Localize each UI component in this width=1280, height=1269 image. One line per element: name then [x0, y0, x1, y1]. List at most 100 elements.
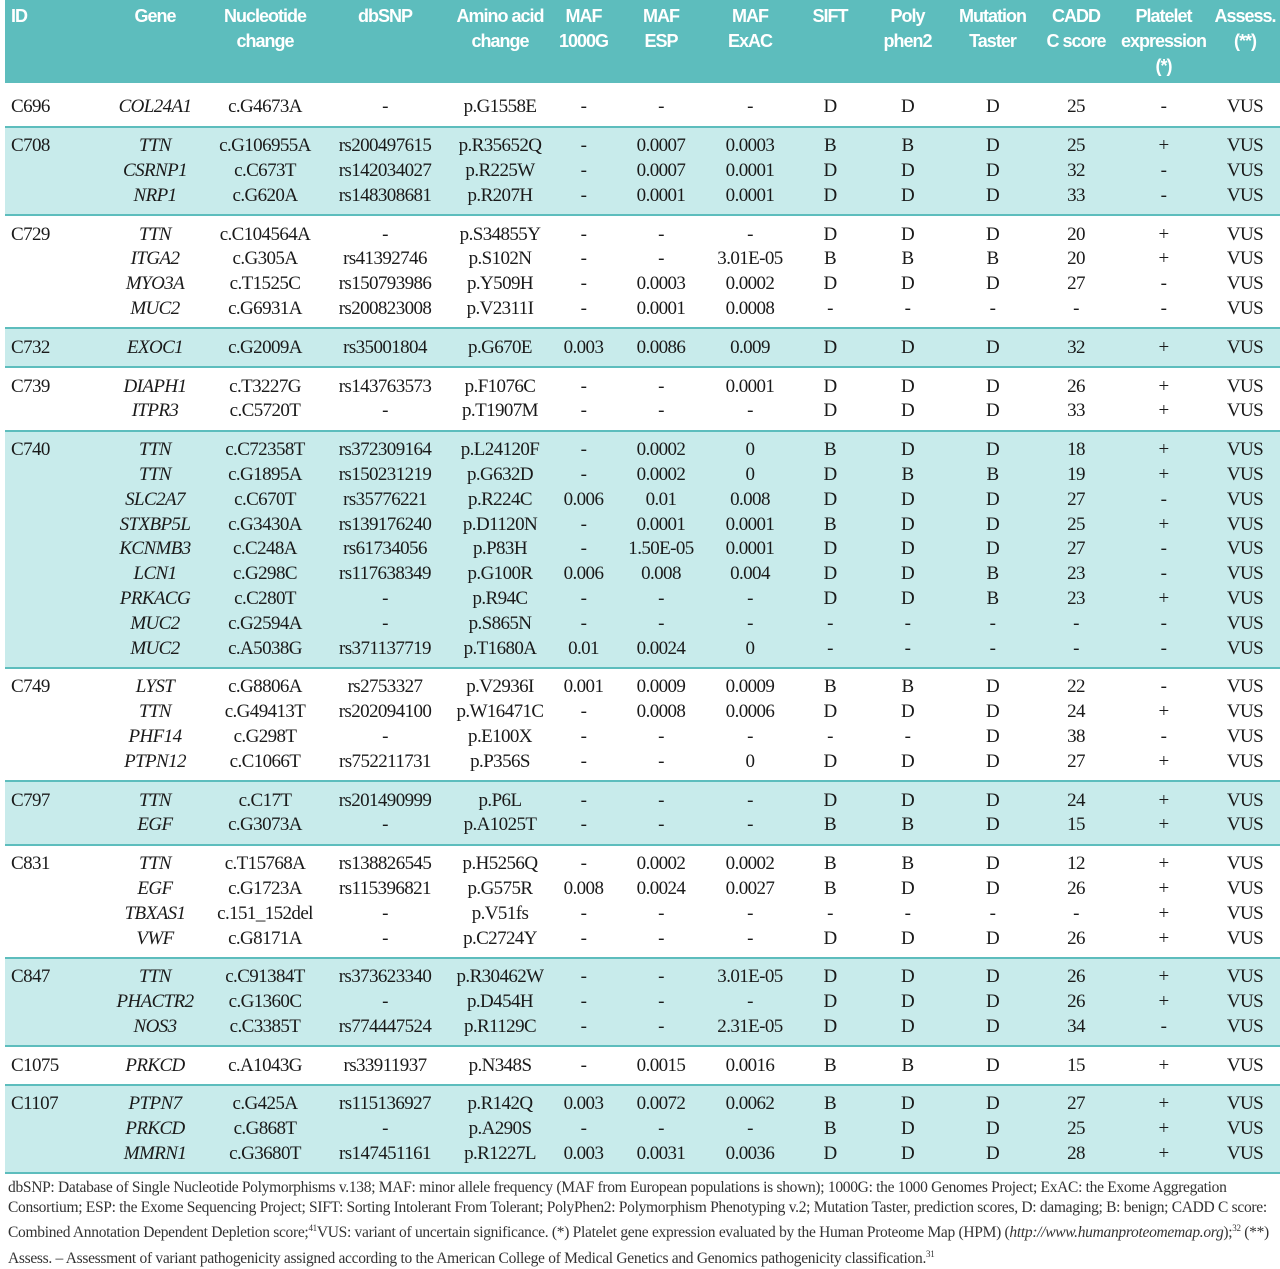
cell-nucleotide-change: c.C91384T: [210, 957, 320, 990]
cell-nucleotide-change: c.G1895A: [210, 462, 320, 488]
cell-maf-esp: -: [658, 927, 664, 949]
cell-dbsnp: -: [382, 725, 388, 747]
cell-dbsnp: rs115136927: [320, 1085, 450, 1117]
cell-platelet-expression: -: [1160, 273, 1167, 295]
table-row: MYO3A c.T1525C rs150793986 p.Y509H - 0.0003 0.…: [5, 272, 1280, 297]
cell-gene: TTN: [100, 126, 210, 159]
cell-mutation-taster: B: [950, 462, 1035, 488]
cell-nucleotide-change: c.G2594A: [210, 611, 320, 637]
cell-cadd-score: 32: [1035, 158, 1117, 184]
table-row: PHACTR2 c.G1360C - p.D454H - - - D D D 26 + VUS: [5, 989, 1280, 1015]
cell-polyphen2: -: [865, 611, 950, 637]
cell-id: [5, 812, 100, 845]
cell-amino-acid-change: p.R35652Q: [450, 126, 550, 159]
cell-sift: D: [823, 96, 837, 118]
cell-gene: TTN: [138, 853, 172, 875]
cell-dbsnp: rs752211731: [339, 750, 432, 772]
cell-nucleotide-change: c.T3227G: [229, 375, 301, 397]
cell-assessment: VUS: [1226, 1054, 1264, 1076]
cell-cadd-score: 38: [1067, 725, 1085, 747]
cell-cadd-score: -: [1035, 636, 1117, 668]
table-row: PRKACG c.C280T - p.R94C - - - D D B 23 + VUS: [5, 586, 1280, 612]
cell-gene: PRKCD: [125, 1054, 185, 1076]
cell-platelet-expression: +: [1158, 248, 1169, 270]
cell-maf-exac: -: [705, 611, 795, 637]
table-row: C847 TTN c.C91384T rs373623340 p.R30462W - -3.…: [5, 957, 1280, 990]
cell-amino-acid-change: p.H5256Q: [462, 853, 539, 875]
cell-nucleotide-change: c.G1723A: [228, 877, 302, 899]
cell-platelet-expression: +: [1117, 462, 1210, 488]
cell-polyphen2: D: [865, 957, 950, 990]
cell-nucleotide-change: c.C1066T: [229, 750, 301, 772]
cell-platelet-expression: -: [1117, 487, 1210, 513]
cell-polyphen2: D: [900, 701, 915, 723]
cell-maf-1000g: -: [550, 430, 617, 463]
cell-id: [5, 611, 100, 637]
cell-platelet-expression: +: [1158, 223, 1169, 245]
cell-maf-exac: 0: [705, 430, 795, 463]
cell-dbsnp: -: [320, 1116, 450, 1142]
cell-nucleotide-change: c.G305A: [232, 248, 299, 270]
cell-nucleotide-change: c.G868T: [210, 1116, 320, 1142]
table-row: TBXAS1 c.151_152del - p.V51fs - - - - - - - + VUS: [5, 901, 1280, 926]
cell-mutation-taster: D: [950, 536, 1035, 562]
cell-dbsnp: rs774447524: [320, 1014, 450, 1047]
cell-platelet-expression: +: [1117, 1116, 1210, 1142]
cell-id: C696: [11, 96, 50, 118]
sample-group-c749: C749 LYST c.G8806A rs2753327 p.V2936I 0.001 0.…: [5, 667, 1280, 781]
cell-maf-exac: -: [705, 1116, 795, 1142]
table-row: C1075 PRKCD c.A1043G rs33911937 p.N348S - 0.00…: [5, 1046, 1280, 1085]
cell-mutation-taster: D: [950, 989, 1035, 1015]
cell-cadd-score: 24: [1035, 781, 1117, 813]
cell-dbsnp: rs115396821: [339, 877, 432, 899]
cell-dbsnp: -: [320, 989, 450, 1015]
cell-gene: PHACTR2: [100, 989, 210, 1015]
cell-maf-exac: -: [747, 400, 753, 422]
cell-id: C797: [5, 781, 100, 813]
cell-mutation-taster: D: [985, 676, 1000, 698]
cell-dbsnp: rs139176240: [320, 512, 450, 537]
cell-assessment: VUS: [1210, 1116, 1280, 1142]
cell-mutation-taster: D: [985, 725, 1000, 747]
cell-maf-exac: 3.01E-05: [717, 248, 783, 270]
sample-group-c708: C708 TTN c.G106955A rs200497615 p.R35652Q -0.…: [5, 126, 1280, 216]
table-row: TTN c.G49413T rs202094100 p.W16471C - 0.0008 0…: [5, 700, 1280, 725]
cell-maf-1000g: -: [580, 223, 587, 245]
cell-mutation-taster: -: [989, 902, 996, 924]
cell-gene: PRKCD: [100, 1116, 210, 1142]
cell-id: [5, 272, 100, 297]
cell-maf-esp: -: [617, 586, 705, 612]
cell-polyphen2: D: [865, 561, 950, 587]
cell-mutation-taster: D: [985, 96, 1000, 118]
cell-dbsnp: rs202094100: [338, 701, 432, 723]
cell-maf-esp: -: [658, 902, 664, 924]
cell-gene: TTN: [138, 701, 172, 723]
cell-polyphen2: D: [865, 781, 950, 813]
variants-table: ID Gene Nucleotide change dbSNP Amino acid cha…: [5, 0, 1280, 1174]
header-mutation-taster: Mutation Taster: [950, 0, 1035, 83]
cell-sift: D: [823, 701, 837, 723]
cell-platelet-expression: -: [1160, 725, 1167, 747]
cell-maf-esp: 0.0072: [617, 1085, 705, 1117]
table-row: C749 LYST c.G8806A rs2753327 p.V2936I 0.001 0.…: [5, 668, 1280, 700]
table-row: MUC2 c.A5038G rs371137719 p.T1680A 0.01 0.002…: [5, 636, 1280, 668]
cell-platelet-expression: +: [1117, 328, 1210, 368]
cell-sift: B: [795, 1116, 865, 1142]
table-row: C708 TTN c.G106955A rs200497615 p.R35652Q -0.…: [5, 126, 1280, 159]
header-gene: Gene: [100, 0, 210, 83]
cell-amino-acid-change: p.G632D: [450, 462, 550, 488]
cell-cadd-score: 25: [1035, 512, 1117, 537]
cell-maf-1000g: -: [550, 1116, 617, 1142]
cell-platelet-expression: +: [1117, 126, 1210, 159]
cell-maf-1000g: -: [580, 375, 587, 397]
cell-polyphen2: D: [900, 750, 915, 772]
caption-link[interactable]: http://www.humanproteomemap.org: [1009, 1224, 1224, 1242]
cell-amino-acid-change: p.R225W: [450, 158, 550, 184]
cell-sift: D: [795, 158, 865, 184]
sample-group-c696: C696 COL24A1 c.G4673A - p.G1558E - - - D D D 25 - VUS: [5, 83, 1280, 127]
cell-gene: TTN: [100, 430, 210, 463]
cell-polyphen2: -: [904, 725, 911, 747]
cell-gene: MUC2: [100, 611, 210, 637]
cell-platelet-expression: -: [1117, 183, 1210, 216]
cell-maf-1000g: -: [580, 248, 587, 270]
